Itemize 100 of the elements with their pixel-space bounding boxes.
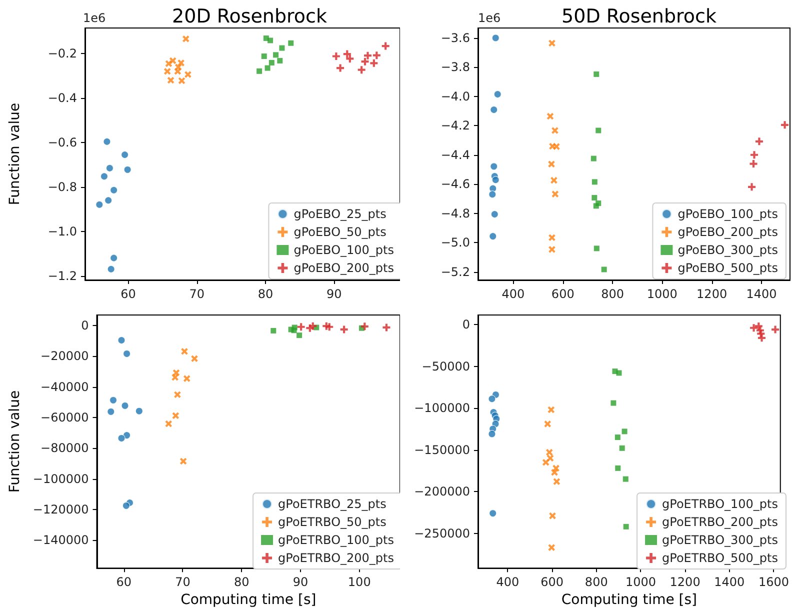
y-tick-label: −5.0 [440, 236, 470, 250]
legend-label: gPoETRBO_100_pts [278, 533, 394, 547]
x-tick-label: 80 [234, 575, 250, 590]
y-tick-label: −200000 [414, 484, 470, 499]
y-tick-label: −0.4 [48, 90, 77, 105]
point [489, 232, 497, 240]
point [135, 407, 143, 415]
y-tick-label: 0 [462, 318, 470, 332]
legend-label: gPoEBO_100_pts [294, 243, 394, 257]
point [361, 58, 369, 66]
point [264, 65, 270, 71]
point [546, 448, 553, 456]
legend-label: gPoETRBO_200_pts [278, 551, 394, 565]
point [107, 265, 115, 273]
chart-title: 20D Rosenbrock [172, 6, 327, 28]
point [544, 420, 552, 428]
y-tick-label: −120000 [32, 502, 89, 517]
point [382, 42, 390, 50]
y-tick-label: −60000 [40, 410, 89, 425]
point [106, 164, 114, 172]
point [546, 112, 554, 120]
point [360, 322, 368, 330]
point [594, 246, 600, 252]
point [619, 445, 625, 451]
legend-label: gPoETRBO_200_pts [662, 515, 778, 529]
y-tick-label: −250000 [414, 526, 470, 540]
point [174, 68, 182, 75]
point [178, 77, 186, 84]
y-tick-label: −4.0 [440, 89, 470, 104]
point [489, 510, 497, 518]
point [372, 52, 380, 60]
point [96, 200, 104, 208]
y-tick-label: −3.6 [440, 30, 470, 45]
x-tick-label: 60 [116, 575, 132, 590]
y-tick-label: −1.2 [48, 268, 77, 283]
x-tick-label: 1000 [625, 575, 656, 590]
point [172, 412, 180, 420]
point [273, 52, 279, 58]
text: 1e6 [83, 11, 106, 25]
legend-label: gPoEBO_50_pts [294, 225, 386, 239]
y-tick-label: −40000 [40, 380, 89, 394]
x-tick-label: 1400 [714, 575, 745, 590]
y-tick-label: −0.2 [48, 46, 77, 60]
y-tick-label: −20000 [40, 349, 89, 364]
point [332, 52, 340, 60]
point [279, 45, 285, 51]
point [123, 350, 131, 358]
point [492, 176, 500, 184]
y-tick-label: −4.8 [440, 206, 470, 220]
point [270, 328, 276, 334]
point [110, 186, 118, 194]
point [164, 68, 171, 75]
point [118, 336, 126, 344]
point [750, 151, 758, 159]
x-tick-label: 90 [326, 287, 342, 301]
y-tick-label: −3.8 [440, 60, 470, 74]
point [553, 478, 560, 485]
point [288, 40, 294, 46]
y-tick-label: 0 [81, 318, 89, 332]
point [174, 391, 181, 398]
point [592, 179, 598, 185]
legend-label: gPoEBO_100_pts [678, 207, 778, 221]
point [268, 60, 274, 66]
point [326, 323, 334, 331]
y-tick-label: −4.2 [440, 118, 470, 133]
point [291, 328, 297, 334]
point [172, 374, 178, 381]
point [592, 194, 598, 200]
point [622, 476, 628, 482]
legend-label: gPoETRBO_300_pts [662, 533, 778, 547]
point [548, 40, 556, 47]
x-axis-title: Computing time [s] [180, 592, 316, 608]
y-tick-label: −5.2 [440, 264, 470, 279]
y-tick-label: −0.8 [48, 180, 77, 194]
legend-label: gPoEBO_500_pts [678, 261, 778, 275]
x-tick-label: 80 [258, 287, 274, 301]
point [750, 160, 758, 168]
point [165, 60, 172, 67]
point [593, 203, 599, 209]
point [490, 162, 498, 170]
y-tick-label: −4.4 [440, 148, 470, 162]
y-tick-label: −100000 [414, 401, 470, 416]
y-tick-label: −150000 [414, 442, 470, 457]
point [490, 106, 498, 114]
x-tick-label: 400 [502, 287, 525, 301]
point [370, 59, 378, 67]
y-tick-label: −80000 [40, 441, 89, 456]
point [748, 183, 756, 191]
x-tick-label: 400 [496, 575, 520, 590]
point [121, 150, 129, 159]
point [772, 326, 780, 334]
point [169, 57, 176, 64]
y-tick-label: −140000 [32, 533, 89, 548]
point [124, 166, 132, 174]
point [103, 138, 111, 146]
point [104, 196, 112, 204]
legend-label: gPoEBO_25_pts [294, 207, 386, 221]
point [548, 160, 555, 168]
point [758, 334, 766, 342]
x-tick-label: 100 [348, 575, 371, 590]
